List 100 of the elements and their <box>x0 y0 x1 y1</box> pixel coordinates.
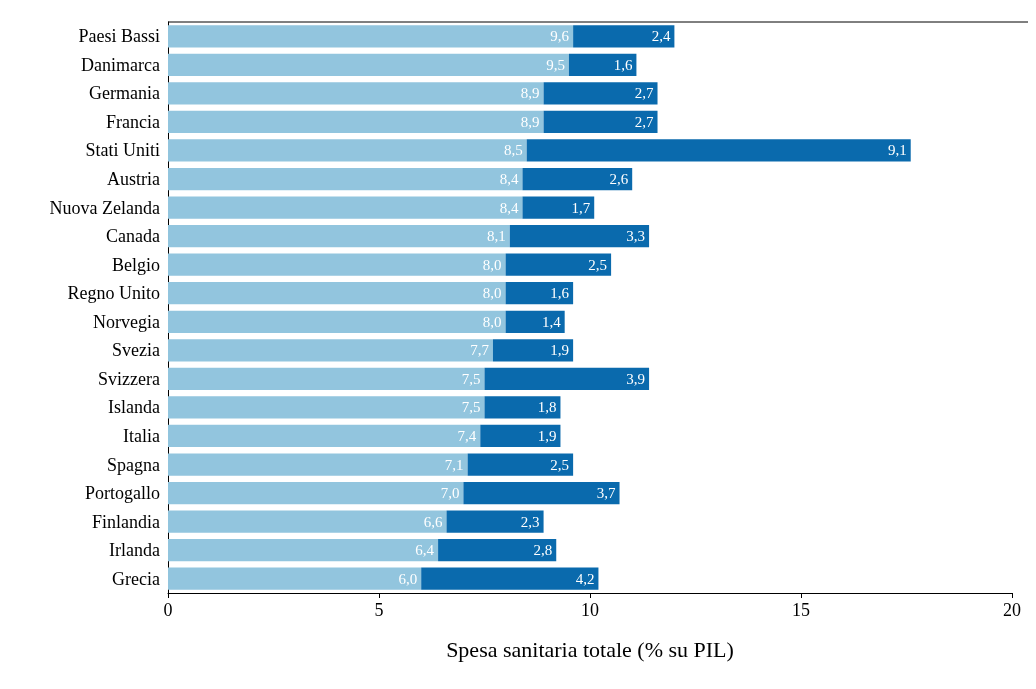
bar <box>168 53 569 76</box>
data-label: 3,3 <box>626 228 646 245</box>
data-label: 7,5 <box>461 399 481 416</box>
y-tick-label: Canada <box>106 226 160 247</box>
bar <box>168 510 447 533</box>
data-label: 8,4 <box>499 171 519 188</box>
data-label: 2,7 <box>634 85 655 102</box>
bar <box>168 567 422 590</box>
y-tick-label: Danimarca <box>81 54 161 75</box>
x-tick-label: 15 <box>792 600 810 620</box>
data-label: 8,9 <box>520 113 540 130</box>
data-label: 2,6 <box>609 171 629 188</box>
bar <box>463 481 620 505</box>
y-tick-label: Francia <box>106 111 160 132</box>
data-label: 8,1 <box>487 228 506 245</box>
bar <box>505 310 565 333</box>
bar <box>168 539 439 562</box>
y-tick-label: Svezia <box>112 340 161 361</box>
y-tick-label: Stati Uniti <box>85 140 160 161</box>
data-label: 2,8 <box>533 542 553 559</box>
data-label: 2,4 <box>651 28 671 45</box>
y-tick-label: Nuova Zelanda <box>49 197 161 218</box>
bar <box>168 481 464 505</box>
data-label: 6,6 <box>423 513 444 530</box>
x-tick-label: 20 <box>1003 600 1021 620</box>
bar <box>543 110 658 134</box>
bar <box>526 139 911 162</box>
bar <box>467 453 574 476</box>
data-label: 7,1 <box>444 456 464 473</box>
data-label: 1,8 <box>537 399 557 416</box>
data-label: 8,0 <box>482 285 502 302</box>
bar <box>168 396 485 419</box>
y-tick-label: Grecia <box>112 568 160 589</box>
bar <box>168 25 574 48</box>
y-tick-label: Italia <box>123 425 160 446</box>
data-label: 1,9 <box>537 427 557 444</box>
y-tick-label: Norvegia <box>93 311 160 332</box>
data-label: 1,9 <box>550 342 570 359</box>
bar <box>505 282 574 305</box>
y-tick-label: Austria <box>107 169 160 190</box>
y-tick-label: Irlanda <box>109 540 161 561</box>
data-label: 9,6 <box>550 28 570 45</box>
data-label: 6,0 <box>398 570 418 587</box>
bar <box>168 310 506 333</box>
data-label: 8,0 <box>482 313 502 330</box>
bar <box>522 196 595 219</box>
bar <box>168 453 468 476</box>
y-tick-label: Germania <box>89 83 160 104</box>
data-label: 4,2 <box>575 570 595 587</box>
y-tick-label: Spagna <box>107 454 160 475</box>
bar <box>168 253 506 276</box>
bar <box>573 25 675 48</box>
x-tick-label: 0 <box>163 600 173 620</box>
data-label: 2,7 <box>634 113 655 130</box>
bar <box>168 339 493 362</box>
data-label: 9,1 <box>887 142 907 159</box>
data-label: 2,5 <box>588 256 608 273</box>
bar <box>505 253 612 276</box>
data-label: 7,0 <box>440 485 460 502</box>
bar <box>484 396 561 419</box>
bar <box>168 224 510 248</box>
data-label: 7,4 <box>457 427 477 444</box>
data-label: 1,7 <box>571 199 591 216</box>
bar <box>492 339 574 362</box>
x-tick-label: 5 <box>374 600 384 620</box>
bar <box>438 539 557 562</box>
bar <box>168 82 544 105</box>
x-tick-label: 10 <box>581 600 599 620</box>
bar <box>480 424 561 448</box>
data-label: 7,5 <box>461 370 481 387</box>
data-label: 9,5 <box>546 56 565 73</box>
data-label: 8,4 <box>499 199 519 216</box>
bar <box>568 53 637 76</box>
x-axis-title: Spesa sanitaria totale (% su PIL) <box>446 636 734 662</box>
y-tick-label: Paesi Bassi <box>78 26 160 47</box>
y-tick-label: Svizzera <box>98 368 160 389</box>
bar <box>168 196 523 219</box>
bar <box>421 567 599 590</box>
bar <box>168 367 485 391</box>
bar <box>168 110 544 134</box>
y-tick-label: Islanda <box>108 397 160 418</box>
y-tick-label: Portogallo <box>85 483 160 504</box>
y-tick-label: Finlandia <box>92 511 160 532</box>
data-label: 6,4 <box>415 542 435 559</box>
data-label: 7,7 <box>470 342 490 359</box>
bar <box>522 167 633 191</box>
y-tick-label: Regno Unito <box>67 283 160 304</box>
bar <box>484 367 650 391</box>
bar <box>168 167 523 191</box>
bar <box>168 424 481 448</box>
data-label: 8,5 <box>503 142 523 159</box>
data-label: 3,7 <box>596 485 617 502</box>
bar <box>446 510 544 533</box>
data-label: 2,5 <box>550 456 570 473</box>
bar <box>509 224 650 248</box>
data-label: 2,3 <box>520 513 540 530</box>
bar <box>168 139 527 162</box>
data-label: 8,0 <box>482 256 502 273</box>
data-label: 8,9 <box>520 85 540 102</box>
data-label: 1,4 <box>541 313 562 330</box>
